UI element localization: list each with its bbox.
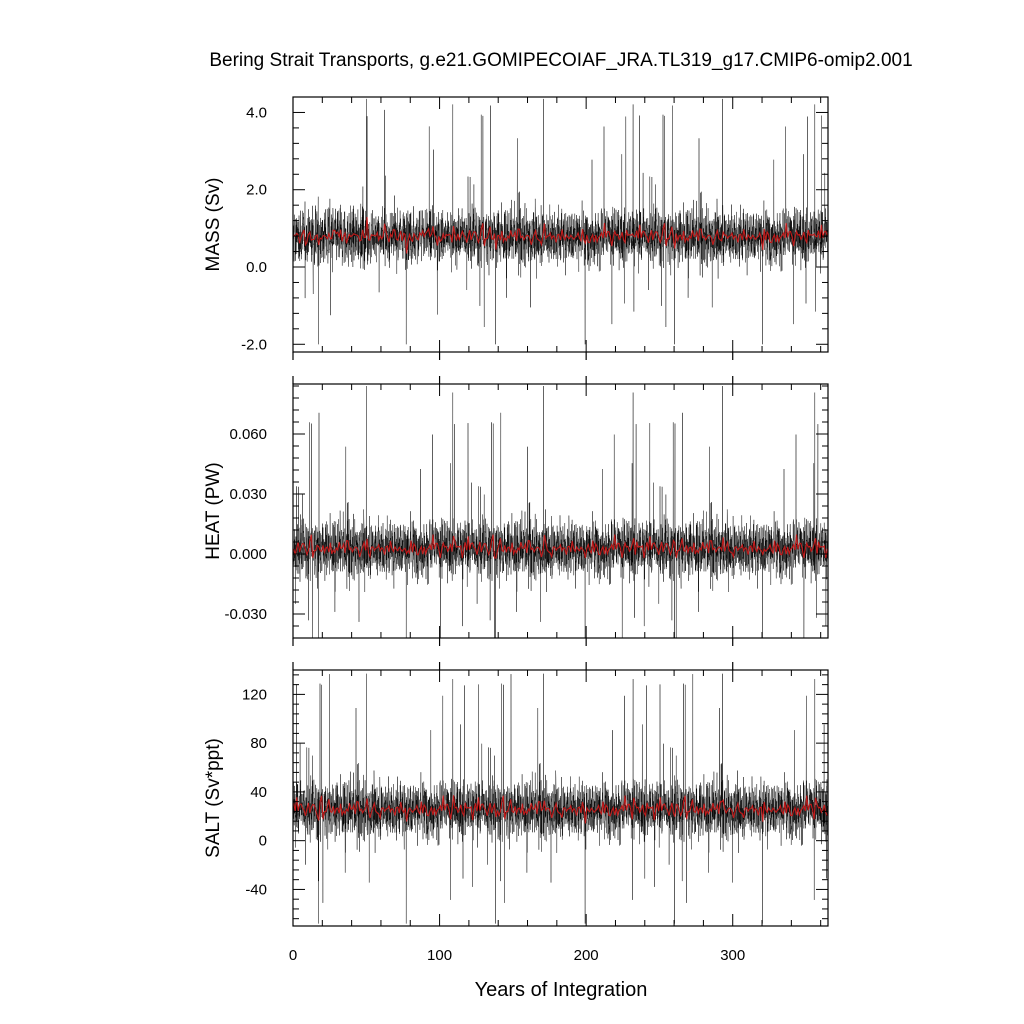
chart-title: Bering Strait Transports, g.e21.GOMIPECO… bbox=[209, 50, 912, 71]
x-tick-label: 0 bbox=[289, 947, 297, 964]
monthly-series-line bbox=[293, 98, 828, 345]
y-tick-label: 0.000 bbox=[229, 546, 267, 563]
y-tick-label: 80 bbox=[250, 735, 267, 752]
monthly-series-line bbox=[293, 385, 828, 638]
panel-0: -2.0 0.0 2.0 4.0 MASS (Sv) bbox=[203, 96, 829, 360]
x-tick-label: 100 bbox=[427, 947, 452, 964]
x-axis-label: Years of Integration bbox=[475, 979, 648, 1001]
plot-frame bbox=[292, 383, 829, 639]
y-tick-label: 40 bbox=[250, 784, 267, 801]
panel-1: -0.030 0.000 0.030 0.060 HEAT (PW) bbox=[203, 376, 829, 646]
y-tick-label: 2.0 bbox=[246, 182, 267, 199]
y-tick-label: 0.030 bbox=[229, 486, 267, 503]
y-axis-label: MASS (Sv) bbox=[203, 178, 224, 272]
y-tick-label: -0.030 bbox=[224, 606, 267, 623]
x-tick-label: 300 bbox=[720, 947, 745, 964]
plot-frame bbox=[292, 669, 829, 927]
y-tick-label: 120 bbox=[242, 686, 267, 703]
y-tick-label: 0.060 bbox=[229, 426, 267, 443]
annual-mean-line bbox=[293, 795, 828, 824]
y-tick-label: 4.0 bbox=[246, 104, 267, 121]
y-tick-label: 0 bbox=[259, 833, 267, 850]
y-axis-label: SALT (Sv*ppt) bbox=[203, 738, 224, 858]
y-axis-label: HEAT (PW) bbox=[203, 462, 224, 559]
y-tick-label: 0.0 bbox=[246, 259, 267, 276]
y-tick-label: -2.0 bbox=[241, 336, 267, 353]
plot-frame bbox=[292, 96, 829, 353]
annual-mean-line bbox=[293, 216, 828, 254]
annual-mean-line bbox=[293, 534, 828, 559]
monthly-series-line bbox=[293, 673, 828, 924]
x-tick-label: 200 bbox=[574, 947, 599, 964]
panels: -2.0 0.0 2.0 4.0 MASS (Sv) -0.030 0.000 0.030 0.… bbox=[203, 96, 829, 964]
y-tick-label: -40 bbox=[245, 881, 267, 898]
panel-2: -40 0 40 80 120 0 100 200 300 SALT (Sv*ppt) bbox=[203, 662, 829, 964]
